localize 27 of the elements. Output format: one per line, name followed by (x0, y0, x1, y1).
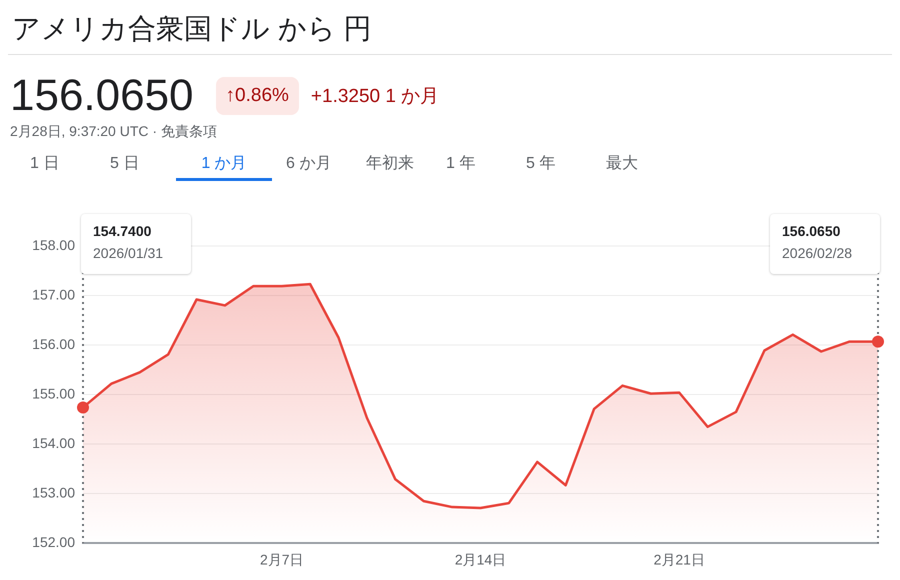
text: 1 年 (445, 154, 476, 174)
x-tick-label: 2月7日 (260, 551, 304, 568)
text: 2月28日, 9:37:20 UTC · 免責条項 (9, 123, 218, 141)
y-tick-label: 158.00 (32, 236, 76, 253)
annotation: 2026/02/28 (782, 244, 852, 261)
text: 1 か月 (176, 153, 272, 181)
y-tick-label: 152.00 (32, 534, 76, 550)
text: 1 日 (29, 154, 60, 174)
y-tick-label: 153.00 (32, 484, 76, 501)
chart-title: アメリカ合衆国ドル から 円 (8, 8, 892, 55)
y-tick-label: 154.00 (32, 434, 76, 451)
annotation: 2026/01/31 (93, 244, 164, 261)
text: 154.7400 (93, 222, 152, 239)
text: 5 年 (525, 154, 556, 174)
text: 年初来 (365, 154, 415, 174)
y-tick-label: 157.00 (32, 286, 76, 302)
x-tick-label: 2月21日 (654, 551, 705, 568)
text: 5 日 (109, 154, 140, 174)
text: +1.3250 1 か月 (310, 85, 440, 109)
text: 6 か月 (285, 154, 332, 174)
text: 156.0650 (782, 222, 841, 239)
y-tick-label: 155.00 (32, 385, 76, 402)
text: 最大 (605, 154, 639, 174)
text: 156.0650 (10, 71, 194, 121)
y-tick-label: 156.00 (32, 336, 76, 352)
text: ↑0.86% (216, 77, 299, 115)
x-tick-label: 2月14日 (454, 551, 506, 568)
